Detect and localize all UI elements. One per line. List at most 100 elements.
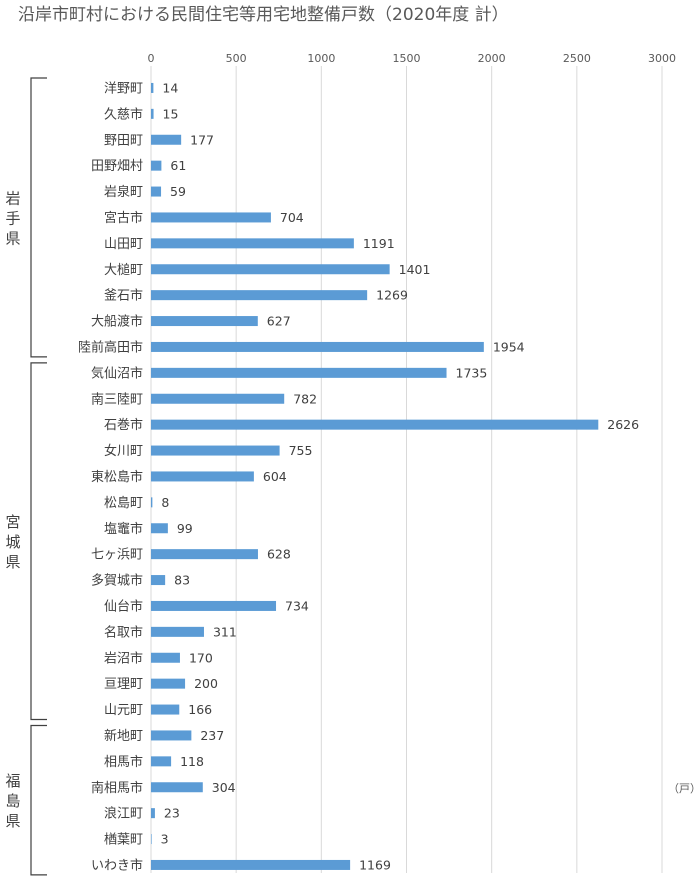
group-bracket [31,726,47,875]
category-label: 新地町 [104,728,143,744]
data-label: 118 [180,754,204,769]
category-label: 浪江町 [104,807,143,822]
category-label: 気仙沼市 [91,365,143,381]
group-bracket [31,78,47,357]
data-label: 83 [174,573,190,588]
data-label: 61 [170,158,186,173]
data-label: 604 [263,469,287,484]
data-label: 3 [161,832,169,847]
category-label: 楢葉町 [104,833,143,848]
prefecture-label: 岩手県 [5,189,20,247]
group-bracket [31,363,47,720]
data-label: 23 [164,806,180,821]
x-tick-label: 1500 [393,52,421,65]
bar [151,264,390,274]
bar [151,523,168,533]
bar [151,756,171,766]
data-label: 304 [212,780,236,795]
category-label: 岩泉町 [104,184,143,200]
bar [151,238,354,248]
category-labels: 洋野町久慈市野田町田野畑村岩泉町宮古市山田町大槌町釜石市大船渡市陸前高田市気仙沼… [78,81,143,873]
bar [151,342,484,352]
bar [151,497,152,507]
bar [151,679,185,689]
bar [151,575,165,585]
x-tick-label: 500 [226,52,247,65]
bar [151,549,258,559]
data-label: 2626 [607,417,639,432]
category-label: 名取市 [104,624,143,640]
data-label: 1191 [363,236,395,251]
bar [151,834,152,844]
chart-title: 沿岸市町村における民間住宅等用宅地整備戸数（2020年度 計） [18,5,509,25]
category-label: いわき市 [91,857,143,873]
category-label: 女川町 [104,443,143,459]
category-label: 亘理町 [104,677,143,692]
x-tick-label: 2500 [563,52,591,65]
data-label: 14 [162,80,178,95]
prefecture-label: 宮城県 [5,513,20,571]
bar [151,471,254,481]
data-label: 1269 [376,288,408,303]
bar [151,187,161,197]
bar [151,161,161,171]
data-label: 237 [200,728,224,743]
data-label: 1401 [399,262,431,277]
bar [151,212,271,222]
bar [151,394,284,404]
category-label: 釜石市 [104,288,143,304]
bar [151,653,180,663]
category-label: 山田町 [104,237,143,252]
data-label: 177 [190,132,214,147]
x-tick-label: 0 [148,52,155,65]
unit-label: （戸） [668,782,700,795]
bar [151,705,179,715]
data-label: 170 [189,650,213,665]
bar [151,368,447,378]
data-label: 15 [163,106,179,121]
bar [151,420,598,430]
category-label: 石巻市 [104,417,143,433]
bar [151,83,153,93]
category-label: 大船渡市 [91,314,143,330]
data-label: 782 [293,391,317,406]
category-label: 久慈市 [104,106,143,122]
data-label: 166 [188,702,212,717]
category-label: 南相馬市 [91,780,143,796]
bars [151,83,598,870]
bar [151,290,367,300]
bar [151,446,280,456]
x-tick-label: 2000 [478,52,506,65]
bar [151,601,276,611]
bar [151,730,191,740]
category-label: 陸前高田市 [78,339,143,355]
category-label: 仙台市 [104,598,143,614]
category-label: 田野畑村 [91,159,143,174]
category-label: 松島町 [104,496,143,511]
bar [151,860,350,870]
data-label: 755 [289,443,313,458]
category-label: 多賀城市 [91,573,143,589]
category-label: 東松島市 [91,469,143,485]
category-label: 山元町 [104,703,143,718]
category-label: 大槌町 [104,262,143,278]
category-label: 野田町 [104,133,143,148]
bar [151,109,154,119]
category-label: 相馬市 [104,754,143,770]
category-label: 南三陸町 [91,391,143,407]
category-label: 岩沼市 [104,650,143,666]
data-label: 627 [267,314,291,329]
data-label: 628 [267,547,291,562]
bar [151,316,258,326]
category-label: 洋野町 [104,81,143,96]
category-label: 宮古市 [104,210,143,226]
x-tick-label: 3000 [648,52,676,65]
x-axis-ticks: 0 500 1000 1500 2000 2500 3000 [148,52,677,65]
data-label: 1954 [493,339,525,354]
gridlines [151,66,662,873]
x-tick-label: 1000 [307,52,335,65]
bar [151,627,204,637]
data-label: 1735 [456,365,488,380]
